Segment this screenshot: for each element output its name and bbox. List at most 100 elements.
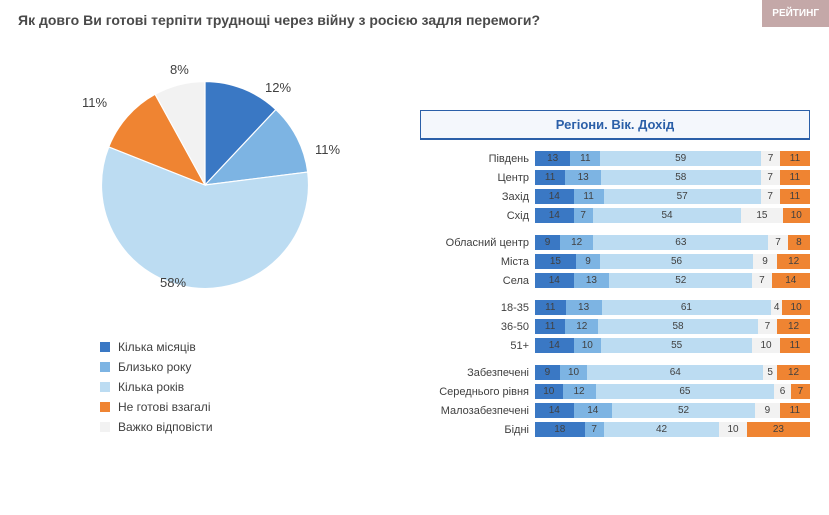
bar-track: 111361410 bbox=[535, 300, 810, 315]
bar-segment: 14 bbox=[772, 273, 811, 288]
bar-segment: 7 bbox=[761, 189, 780, 204]
bar-group: Забезпечені91064512Середнього рівня10126… bbox=[420, 364, 810, 438]
bar-segment: 10 bbox=[535, 384, 563, 399]
bar-segment: 14 bbox=[535, 403, 574, 418]
bar-segment: 42 bbox=[604, 422, 720, 437]
bar-segment: 12 bbox=[777, 254, 810, 269]
bar-segment: 11 bbox=[780, 403, 810, 418]
bar-segment: 54 bbox=[593, 208, 742, 223]
bar-segment: 13 bbox=[565, 170, 601, 185]
bar-segment: 18 bbox=[535, 422, 585, 437]
bar-row-label: Південь bbox=[420, 153, 535, 165]
bar-segment: 7 bbox=[768, 235, 787, 250]
bar-row: Бідні187421023 bbox=[420, 421, 810, 438]
bar-row-label: Бідні bbox=[420, 424, 535, 436]
bar-track: 1410551011 bbox=[535, 338, 810, 353]
bar-row-label: Міста bbox=[420, 256, 535, 268]
legend-item: Не готові взагалі bbox=[100, 400, 213, 414]
pie-slice-label: 58% bbox=[160, 275, 186, 290]
bar-segment: 56 bbox=[600, 254, 752, 269]
bar-group: Обласний центр9126378Міста15956912Села14… bbox=[420, 234, 810, 289]
bar-row-label: Малозабезпечені bbox=[420, 405, 535, 417]
bar-segment: 13 bbox=[566, 300, 602, 315]
bar-segment: 7 bbox=[585, 422, 604, 437]
bar-segment: 14 bbox=[535, 273, 574, 288]
page-title: Як довго Ви готові терпіти труднощі чере… bbox=[18, 12, 540, 28]
legend-item: Кілька місяців bbox=[100, 340, 213, 354]
bar-segment: 12 bbox=[565, 319, 598, 334]
legend-label: Важко відповісти bbox=[118, 420, 213, 434]
bar-segment: 11 bbox=[570, 151, 600, 166]
bar-segment: 11 bbox=[780, 338, 810, 353]
bar-segment: 10 bbox=[783, 208, 811, 223]
bar-segment: 57 bbox=[604, 189, 761, 204]
legend-swatch bbox=[100, 422, 110, 432]
bar-segment: 11 bbox=[535, 319, 565, 334]
pie-slice-label: 8% bbox=[170, 62, 189, 77]
legend-label: Не готові взагалі bbox=[118, 400, 210, 414]
legend-label: Кілька років bbox=[118, 380, 184, 394]
bar-track: 141157711 bbox=[535, 189, 810, 204]
bar-segment: 7 bbox=[758, 319, 777, 334]
bars-body: Південь131159711Центр111358711Захід14115… bbox=[420, 150, 810, 438]
legend-item: Кілька років bbox=[100, 380, 213, 394]
pie-slice-label: 11% bbox=[82, 95, 107, 110]
bar-row-label: Схід bbox=[420, 210, 535, 222]
bar-row: Малозабезпечені141452911 bbox=[420, 402, 810, 419]
pie-slice-label: 11% bbox=[315, 142, 340, 157]
bar-segment: 6 bbox=[774, 384, 791, 399]
bar-segment: 23 bbox=[747, 422, 810, 437]
bar-segment: 8 bbox=[788, 235, 810, 250]
bar-segment: 9 bbox=[535, 365, 560, 380]
bar-segment: 13 bbox=[574, 273, 610, 288]
bar-segment: 10 bbox=[719, 422, 747, 437]
legend-swatch bbox=[100, 342, 110, 352]
bar-row-label: Забезпечені bbox=[420, 367, 535, 379]
bar-segment: 9 bbox=[535, 235, 560, 250]
bar-segment: 11 bbox=[535, 300, 566, 315]
bar-segment: 59 bbox=[600, 151, 761, 166]
bar-track: 111258712 bbox=[535, 319, 810, 334]
bar-segment: 7 bbox=[791, 384, 810, 399]
bar-row: Захід141157711 bbox=[420, 188, 810, 205]
bar-segment: 14 bbox=[535, 189, 574, 204]
bar-segment: 10 bbox=[752, 338, 780, 353]
bar-segment: 11 bbox=[780, 189, 810, 204]
bar-segment: 14 bbox=[574, 403, 613, 418]
bar-track: 111358711 bbox=[535, 170, 810, 185]
bar-segment: 63 bbox=[593, 235, 768, 250]
bar-row-label: 51+ bbox=[420, 340, 535, 352]
bar-segment: 61 bbox=[602, 300, 771, 315]
bar-row-label: Середнього рівня bbox=[420, 386, 535, 398]
bar-segment: 14 bbox=[535, 208, 574, 223]
bar-segment: 11 bbox=[535, 170, 565, 185]
bar-row-label: Захід bbox=[420, 191, 535, 203]
bar-segment: 58 bbox=[598, 319, 758, 334]
bar-segment: 12 bbox=[777, 365, 810, 380]
bar-segment: 52 bbox=[612, 403, 755, 418]
legend-item: Важко відповісти bbox=[100, 420, 213, 434]
bar-segment: 10 bbox=[560, 365, 588, 380]
bar-track: 147541510 bbox=[535, 208, 810, 223]
bar-row-label: 36-50 bbox=[420, 321, 535, 333]
bar-segment: 15 bbox=[535, 254, 576, 269]
bar-track: 15956912 bbox=[535, 254, 810, 269]
bar-row-label: Села bbox=[420, 275, 535, 287]
pie-chart: 12%11%58%11%8% bbox=[90, 70, 320, 300]
bar-segment: 11 bbox=[574, 189, 604, 204]
bar-row: Схід147541510 bbox=[420, 207, 810, 224]
bar-segment: 12 bbox=[560, 235, 593, 250]
bar-segment: 5 bbox=[763, 365, 777, 380]
bars-header: Регіони. Вік. Дохід bbox=[420, 110, 810, 140]
bar-row: Середнього рівня10126567 bbox=[420, 383, 810, 400]
stacked-bars-panel: Регіони. Вік. Дохід Південь131159711Цент… bbox=[420, 110, 810, 448]
bar-segment: 9 bbox=[576, 254, 601, 269]
bar-segment: 52 bbox=[609, 273, 752, 288]
bar-track: 187421023 bbox=[535, 422, 810, 437]
bar-row: Центр111358711 bbox=[420, 169, 810, 186]
bar-segment: 55 bbox=[601, 338, 752, 353]
bar-segment: 4 bbox=[771, 300, 782, 315]
bar-row: Південь131159711 bbox=[420, 150, 810, 167]
bar-row: 36-50111258712 bbox=[420, 318, 810, 335]
bar-row-label: Обласний центр bbox=[420, 237, 535, 249]
